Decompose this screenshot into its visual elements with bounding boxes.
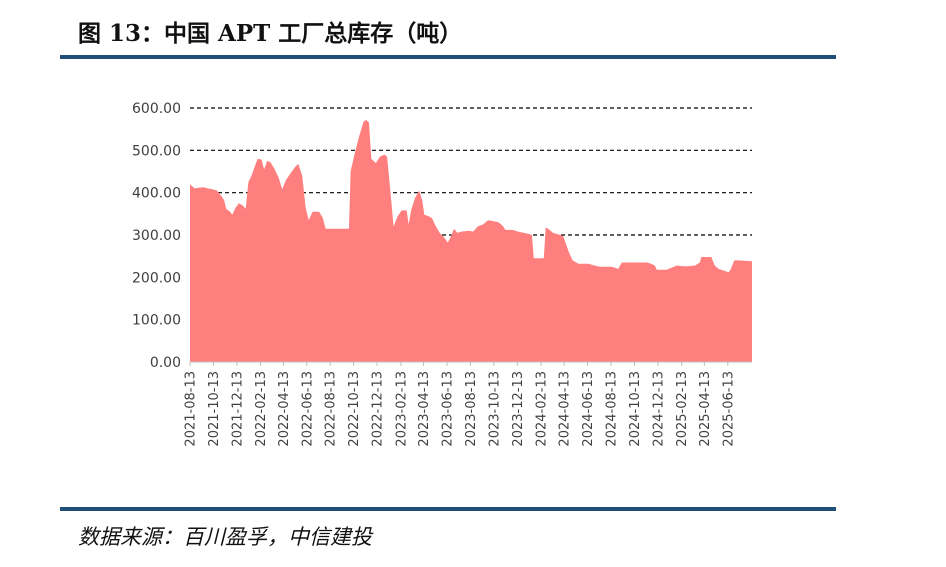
series-area-layer bbox=[190, 119, 752, 363]
x-tick-label: 2022-10-13 bbox=[347, 371, 362, 447]
x-tick-label: 2023-02-13 bbox=[394, 371, 409, 447]
y-tick-label: 200.00 bbox=[132, 270, 181, 286]
x-tick-label: 2023-12-13 bbox=[511, 371, 526, 447]
x-tick-label: 2024-08-13 bbox=[605, 371, 620, 447]
x-tick-label: 2022-04-13 bbox=[277, 371, 292, 447]
x-tick-label: 2023-08-13 bbox=[464, 371, 479, 447]
x-tick-label: 2022-06-13 bbox=[300, 371, 315, 447]
x-tick-label: 2023-06-13 bbox=[441, 371, 456, 447]
x-tick-label: 2025-02-13 bbox=[675, 371, 690, 447]
x-tick-label: 2024-06-13 bbox=[581, 371, 596, 447]
x-tick-label: 2021-08-13 bbox=[184, 371, 199, 447]
x-tick-label: 2023-04-13 bbox=[417, 371, 432, 447]
top-rule bbox=[60, 55, 836, 59]
x-tick-label: 2024-12-13 bbox=[651, 371, 666, 447]
x-axis: 2021-08-13 2021-10-13 2021-12-13 2022-02-13… bbox=[184, 361, 752, 447]
x-tick-label: 2025-06-13 bbox=[721, 371, 736, 447]
x-tick-label: 2022-08-13 bbox=[324, 371, 339, 447]
x-tick-label: 2021-12-13 bbox=[230, 371, 245, 447]
x-tick-label: 2024-04-13 bbox=[558, 371, 573, 447]
x-tick-label: 2023-10-13 bbox=[487, 371, 502, 447]
x-tick-label: 2025-04-13 bbox=[698, 371, 713, 447]
x-tick-label: 2022-12-13 bbox=[371, 371, 386, 447]
x-tick-label: 2024-10-13 bbox=[628, 371, 643, 447]
y-tick-label: 600.00 bbox=[132, 101, 181, 117]
figure-title: 图 13：中国 APT 工厂总库存（吨） bbox=[78, 20, 463, 47]
bottom-rule bbox=[60, 507, 836, 511]
x-tick-label: 2024-02-13 bbox=[535, 371, 550, 447]
y-tick-label: 300.00 bbox=[132, 228, 181, 244]
source-note: 数据来源：百川盈孚，中信建投 bbox=[78, 525, 372, 549]
y-tick-label: 0.00 bbox=[150, 355, 181, 371]
x-tick-label: 2021-10-13 bbox=[207, 371, 222, 447]
y-tick-label: 500.00 bbox=[132, 143, 181, 159]
y-tick-label: 100.00 bbox=[132, 313, 181, 329]
x-tick-label: 2022-02-13 bbox=[254, 371, 269, 447]
y-axis: 0.00 100.00 200.00 300.00 400.00 500.00 600.00 bbox=[132, 101, 181, 371]
series-area bbox=[190, 119, 752, 363]
y-tick-label: 400.00 bbox=[132, 186, 181, 202]
